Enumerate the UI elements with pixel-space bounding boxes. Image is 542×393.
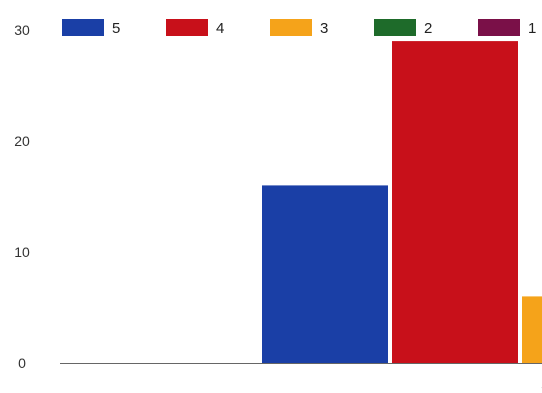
legend-swatch-2: [374, 19, 416, 36]
legend-swatch-5: [62, 19, 104, 36]
legend: 5 4 3 2 1: [62, 19, 536, 37]
bar-series-3: [522, 296, 542, 363]
legend-label: 4: [216, 20, 224, 37]
axis-layer: 0102030S: [14, 22, 542, 393]
y-tick-label: 0: [18, 355, 26, 371]
legend-label: 1: [528, 20, 536, 37]
bars-layer: [262, 41, 542, 363]
legend-label: 3: [320, 20, 328, 37]
legend-swatch-3: [270, 19, 312, 36]
legend-swatch-4: [166, 19, 208, 36]
legend-label: 2: [424, 20, 432, 37]
bar-series-5: [262, 185, 388, 363]
y-tick-label: 20: [14, 133, 30, 149]
y-tick-label: 10: [14, 244, 30, 260]
legend-swatch-1: [478, 19, 520, 36]
bar-series-4: [392, 41, 518, 363]
legend-label: 5: [112, 20, 120, 37]
y-tick-label: 30: [14, 22, 30, 38]
